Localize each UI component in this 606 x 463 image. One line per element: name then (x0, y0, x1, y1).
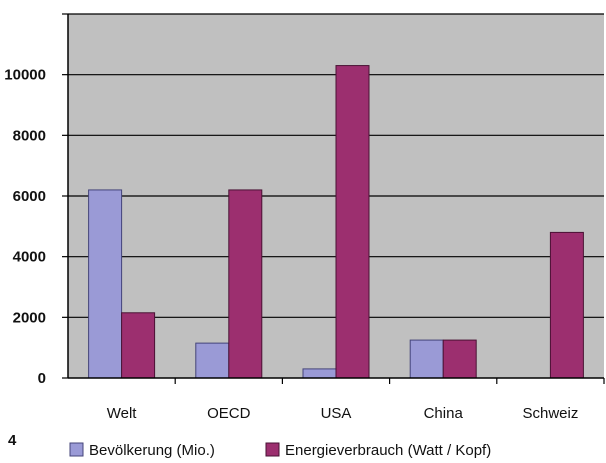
axes (62, 13, 605, 384)
category-label: USA (321, 405, 352, 422)
category-label: OECD (207, 405, 251, 422)
bar-population-usa (302, 368, 337, 379)
category-label: Welt (107, 405, 138, 422)
x-category-labels: Welt OECD USA China Schweiz (107, 405, 579, 422)
y-tick-label: 10000 (4, 67, 46, 84)
legend-swatch-population (69, 442, 84, 457)
figure-number: 4 (8, 432, 17, 449)
category-label: Schweiz (522, 405, 578, 422)
y-tick-label: 0 (38, 370, 46, 387)
bar-energy-oecd (228, 189, 263, 379)
bar-energy-china (442, 339, 477, 379)
legend: Bevölkerung (Mio.) Energieverbrauch (Watt… (69, 442, 491, 459)
y-tick-label: 2000 (13, 309, 46, 326)
bars (88, 65, 584, 379)
category-label: China (424, 405, 464, 422)
bar-energy-usa (335, 65, 370, 379)
y-tick-label: 8000 (13, 127, 46, 144)
legend-label-population: Bevölkerung (Mio.) (89, 442, 215, 459)
bar-population-oecd (195, 342, 230, 379)
y-tick-label: 6000 (13, 188, 46, 205)
y-tick-labels: 0 2000 4000 6000 8000 10000 (4, 67, 46, 387)
y-tick-label: 4000 (13, 249, 46, 266)
legend-label-energy: Energieverbrauch (Watt / Kopf) (285, 442, 491, 459)
bar-energy-welt (121, 312, 156, 379)
bar-energy-schweiz (549, 231, 584, 379)
bar-population-welt (88, 189, 123, 379)
bar-population-china (409, 339, 444, 379)
legend-swatch-energy (265, 442, 280, 457)
